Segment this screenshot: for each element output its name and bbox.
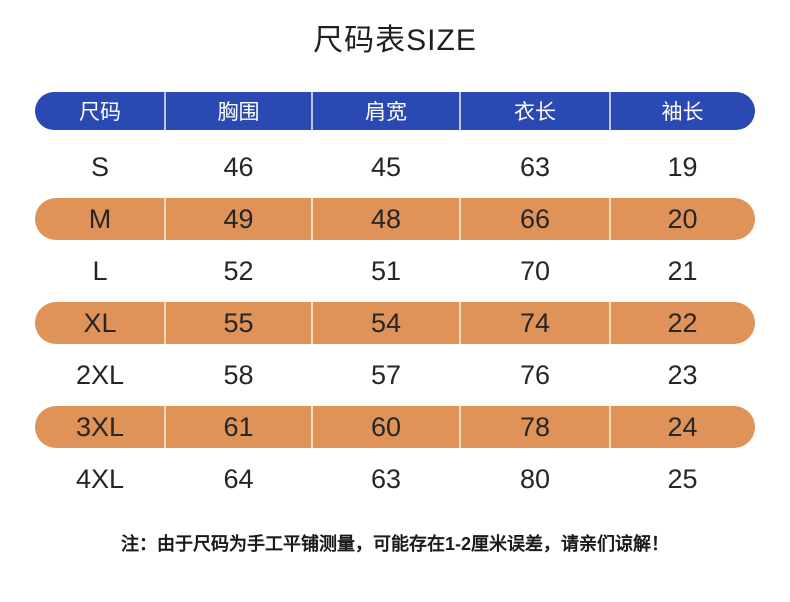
cell-sleeve: 20 <box>609 198 755 240</box>
cell-sleeve: 25 <box>667 463 698 494</box>
page-title: 尺码表SIZE <box>313 24 477 57</box>
table-header-row: 尺码 胸围 肩宽 衣长 袖长 <box>35 92 755 130</box>
cell-length: 70 <box>519 255 551 286</box>
cell-chest: 64 <box>223 463 254 494</box>
cell-shoulder: 48 <box>311 198 460 240</box>
column-header-chest: 胸围 <box>164 92 312 130</box>
cell-shoulder: 63 <box>370 463 402 494</box>
measurement-note: 注：由于尺码为手工平铺测量，可能存在1-2厘米误差，请亲们谅解！ <box>120 534 669 554</box>
column-header-sleeve: 袖长 <box>609 92 755 130</box>
cell-shoulder: 57 <box>370 359 402 390</box>
table-row-xl: XL 55 54 74 22 <box>35 302 755 344</box>
cell-length: 66 <box>459 198 610 240</box>
cell-length: 74 <box>459 302 610 344</box>
table-row-l: L 52 51 70 21 <box>35 245 755 297</box>
cell-sleeve: 23 <box>667 359 698 390</box>
cell-size: XL <box>83 307 117 338</box>
table-row-3xl: 3XL 61 60 78 24 <box>35 406 755 448</box>
table-row-s: S 46 45 63 19 <box>35 141 755 193</box>
cell-length: 80 <box>519 463 551 494</box>
cell-sleeve: 22 <box>609 302 755 344</box>
cell-sleeve: 21 <box>667 255 698 286</box>
cell-size: L <box>92 255 108 286</box>
cell-size: 3XL <box>75 411 125 442</box>
cell-shoulder: 51 <box>370 255 402 286</box>
cell-length: 78 <box>459 406 610 448</box>
cell-chest: 55 <box>164 302 312 344</box>
cell-size: 2XL <box>75 359 125 390</box>
cell-chest: 58 <box>223 359 254 390</box>
table-body: S 46 45 63 19 M 49 48 66 20 L 52 51 70 2… <box>35 141 755 505</box>
cell-chest: 61 <box>164 406 312 448</box>
size-table: 尺码 胸围 肩宽 衣长 袖长 S 46 45 63 19 M 49 48 66 … <box>35 92 755 505</box>
cell-shoulder: 60 <box>311 406 460 448</box>
cell-size: S <box>90 151 109 182</box>
cell-sleeve: 24 <box>609 406 755 448</box>
cell-size: 4XL <box>75 463 125 494</box>
cell-shoulder: 45 <box>370 151 402 182</box>
table-row-4xl: 4XL 64 63 80 25 <box>35 453 755 505</box>
table-row-2xl: 2XL 58 57 76 23 <box>35 349 755 401</box>
column-header-length: 衣长 <box>459 92 610 130</box>
cell-chest: 49 <box>164 198 312 240</box>
cell-length: 76 <box>519 359 551 390</box>
cell-shoulder: 54 <box>311 302 460 344</box>
column-header-size: 尺码 <box>79 101 121 124</box>
column-header-shoulder: 肩宽 <box>311 92 460 130</box>
cell-size: M <box>88 203 112 234</box>
cell-sleeve: 19 <box>667 151 698 182</box>
cell-chest: 52 <box>223 255 254 286</box>
cell-chest: 46 <box>223 151 254 182</box>
cell-length: 63 <box>519 151 551 182</box>
table-row-m: M 49 48 66 20 <box>35 198 755 240</box>
